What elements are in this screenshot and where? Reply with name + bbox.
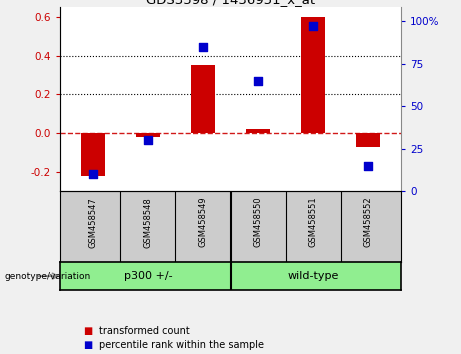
- Bar: [301, 17, 325, 133]
- Text: transformed count: transformed count: [99, 326, 190, 336]
- Point: [144, 137, 152, 143]
- Point: [309, 23, 317, 29]
- Text: GSM458547: GSM458547: [89, 197, 97, 247]
- Title: GDS3598 / 1436951_x_at: GDS3598 / 1436951_x_at: [146, 0, 315, 6]
- Point: [89, 171, 97, 177]
- Text: GSM458552: GSM458552: [364, 197, 372, 247]
- Text: wild-type: wild-type: [287, 271, 339, 281]
- Text: GSM458551: GSM458551: [308, 197, 318, 247]
- Bar: [246, 129, 271, 133]
- Text: GSM458549: GSM458549: [199, 197, 207, 247]
- Point: [254, 78, 262, 84]
- Point: [199, 44, 207, 50]
- Text: p300 +/-: p300 +/-: [124, 271, 172, 281]
- Text: ■: ■: [83, 340, 92, 350]
- Bar: [356, 133, 380, 147]
- Text: ■: ■: [83, 326, 92, 336]
- Point: [364, 163, 372, 169]
- Text: GSM458548: GSM458548: [143, 197, 153, 247]
- Bar: [136, 133, 160, 137]
- Bar: [81, 133, 105, 176]
- Text: GSM458550: GSM458550: [254, 197, 262, 247]
- Text: percentile rank within the sample: percentile rank within the sample: [99, 340, 264, 350]
- Bar: [190, 65, 215, 133]
- Text: genotype/variation: genotype/variation: [5, 272, 91, 281]
